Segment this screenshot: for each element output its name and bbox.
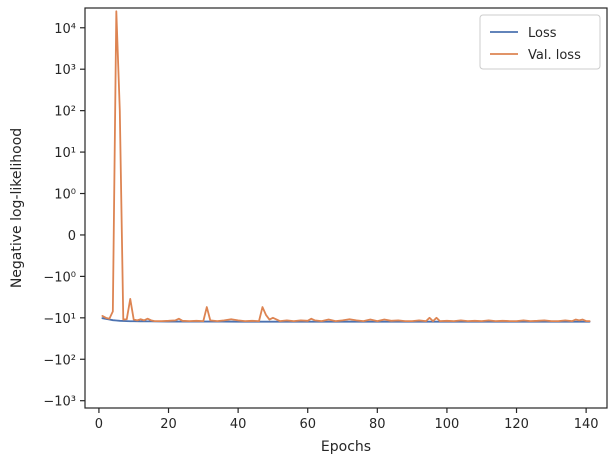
y-tick-label: 10⁰ bbox=[54, 188, 76, 203]
x-tick-label: 100 bbox=[435, 417, 460, 432]
x-tick-label: 40 bbox=[230, 417, 247, 432]
x-axis: 0 20 40 60 80 100 120 140 bbox=[95, 408, 599, 432]
y-tick-label: 10⁴ bbox=[54, 22, 76, 37]
y-axis: 10⁴ 10³ 10² 10¹ 10⁰ 0 −10⁰ −10¹ −10² −10³ bbox=[43, 22, 85, 410]
x-tick-label: 140 bbox=[574, 417, 599, 432]
legend-label-loss: Loss bbox=[528, 26, 557, 41]
y-axis-label: Negative log-likelihood bbox=[9, 128, 25, 288]
x-axis-label: Epochs bbox=[321, 439, 371, 455]
series-line-val-loss bbox=[101, 10, 591, 323]
y-tick-label: 10³ bbox=[54, 63, 76, 78]
x-tick-label: 20 bbox=[160, 417, 177, 432]
y-tick-label: −10³ bbox=[43, 395, 76, 410]
y-tick-label: 10¹ bbox=[54, 146, 76, 161]
y-tick-label: −10⁰ bbox=[43, 270, 76, 285]
y-tick-label: −10¹ bbox=[43, 312, 76, 327]
x-tick-label: 80 bbox=[369, 417, 386, 432]
plot-frame bbox=[84, 7, 608, 409]
x-tick-label: 60 bbox=[299, 417, 316, 432]
x-tick-label: 120 bbox=[504, 417, 529, 432]
y-tick-label: 10² bbox=[54, 105, 76, 120]
y-tick-label: −10² bbox=[43, 353, 76, 368]
series-layer bbox=[101, 10, 591, 323]
legend: Loss Val. loss bbox=[479, 14, 601, 70]
legend-box bbox=[479, 14, 601, 70]
y-tick-label: 0 bbox=[68, 229, 76, 244]
legend-label-val-loss: Val. loss bbox=[528, 48, 581, 63]
x-tick-label: 0 bbox=[95, 417, 103, 432]
